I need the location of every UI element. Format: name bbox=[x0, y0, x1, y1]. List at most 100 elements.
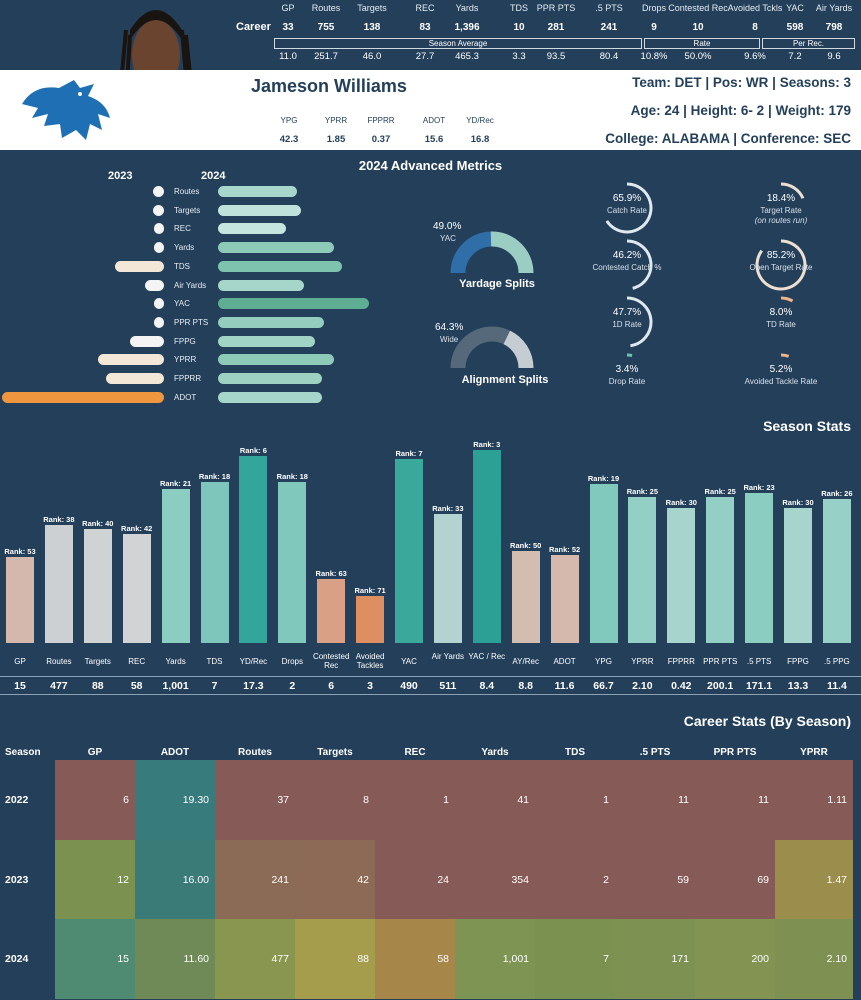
gauge-label: Drop Rate bbox=[608, 377, 646, 386]
gauge-ring bbox=[780, 296, 794, 303]
career-col-header: Routes bbox=[311, 3, 341, 13]
player-name: Jameson Williams bbox=[251, 76, 407, 96]
season-stat-value: 11.4 bbox=[826, 680, 847, 692]
bar-2024 bbox=[218, 316, 324, 328]
gauge-ring bbox=[780, 353, 790, 358]
season-stat-bar bbox=[239, 456, 268, 643]
season-stat-label: YD/Rec bbox=[239, 657, 268, 666]
career-col-header: REC bbox=[415, 3, 435, 13]
mini-stat-value: 0.37 bbox=[371, 134, 391, 145]
season-stat-value: 17.3 bbox=[243, 680, 264, 692]
career-col-header: Targets bbox=[317, 747, 353, 758]
season-stat-value: 8.8 bbox=[518, 680, 533, 692]
gauge-ring bbox=[605, 182, 653, 234]
season-stat-bar bbox=[589, 484, 618, 643]
season-stat-label: ADOT bbox=[553, 657, 576, 666]
season-stat-bar bbox=[356, 595, 385, 643]
season-stat-label: Routes bbox=[46, 657, 72, 666]
career-stat-cell: 7 bbox=[535, 919, 615, 999]
season-average-value: 50.0% bbox=[684, 51, 712, 62]
bar-2023 bbox=[152, 204, 164, 216]
season-average-label: Season Average bbox=[274, 38, 642, 49]
season-stat-rank: Rank: 53 bbox=[4, 547, 36, 557]
season-stat-value: 490 bbox=[400, 680, 418, 692]
alignment-splits-sub: Wide bbox=[440, 335, 459, 344]
season-stat-value: 2 bbox=[289, 680, 296, 692]
career-season-label: 2022 bbox=[5, 794, 29, 806]
season-stat-bar bbox=[511, 550, 540, 643]
season-stat-rank: Rank: 30 bbox=[665, 497, 697, 507]
mini-stat-value: 16.8 bbox=[470, 134, 490, 145]
bar-2024 bbox=[218, 391, 323, 403]
season-stat-rank: Rank: 52 bbox=[548, 545, 581, 555]
season-stat-bar bbox=[667, 507, 696, 643]
metric-label: TDS bbox=[174, 261, 190, 271]
season-stat-rank: Rank: 26 bbox=[821, 489, 853, 499]
bar-2023 bbox=[105, 373, 164, 384]
career-stat-cell: 1 bbox=[535, 760, 615, 840]
career-stat-cell: 88 bbox=[295, 919, 375, 999]
gauge-arc bbox=[605, 182, 653, 234]
player-info-bar bbox=[0, 70, 861, 150]
career-col-header: Yards bbox=[481, 747, 509, 758]
bar-2024 bbox=[218, 298, 369, 310]
season-stat-rank: Rank: 42 bbox=[121, 523, 153, 533]
season-stat-value: 7 bbox=[211, 680, 218, 692]
yardage-splits-chart bbox=[450, 231, 534, 274]
career-stat-cell: 2 bbox=[535, 840, 615, 919]
college-line: College: ALABAMA | Conference: SEC bbox=[605, 131, 851, 146]
career-value: 138 bbox=[363, 22, 381, 33]
metric-label: YAC bbox=[174, 299, 190, 309]
season-stat-label: .5 PPG bbox=[823, 657, 850, 666]
season-stat-rank: Rank: 25 bbox=[704, 487, 736, 497]
metric-label: Routes bbox=[174, 187, 200, 196]
season-stat-rank: Rank: 71 bbox=[354, 585, 386, 595]
season-stat-rank: Rank: 6 bbox=[239, 446, 267, 456]
bar-2024 bbox=[218, 279, 305, 291]
yardage-splits-title: Yardage Splits bbox=[459, 278, 535, 290]
season-average-value: 3.3 bbox=[512, 51, 526, 62]
career-value: 1,396 bbox=[454, 22, 480, 33]
career-value: 83 bbox=[419, 22, 431, 33]
season-average-value: 27.7 bbox=[415, 51, 435, 62]
gauge-sublabel: (on routes run) bbox=[754, 216, 808, 225]
season-stat-bar bbox=[161, 488, 190, 643]
career-col-header: TDS bbox=[565, 747, 585, 758]
career-value: 33 bbox=[282, 22, 294, 33]
season-stat-label: GP bbox=[14, 657, 26, 666]
metric-label: PPR PTS bbox=[174, 317, 209, 327]
bar-2023 bbox=[154, 298, 164, 310]
season-stat-value: 66.7 bbox=[593, 680, 614, 692]
bar-2024 bbox=[218, 260, 342, 272]
season-stat-bar bbox=[706, 497, 735, 643]
season-stat-rank: Rank: 63 bbox=[315, 568, 347, 578]
gauge-arc bbox=[780, 296, 794, 303]
gauge-pct: 65.9% bbox=[612, 193, 642, 204]
career-stat-cell: 241 bbox=[215, 840, 295, 919]
team-line: Team: DET | Pos: WR | Seasons: 3 bbox=[632, 75, 851, 90]
career-stat-cell: 2.10 bbox=[775, 919, 853, 999]
bar-2023 bbox=[2, 391, 164, 403]
gauge-pct: 18.4% bbox=[766, 193, 796, 204]
bar-2023 bbox=[152, 186, 164, 197]
bar-2024 bbox=[218, 204, 302, 216]
bar-2023 bbox=[154, 223, 164, 235]
metric-label: YPRR bbox=[174, 355, 197, 365]
career-stat-cell: 19.30 bbox=[135, 760, 215, 840]
gauge-label: Contested Catch % bbox=[592, 263, 662, 272]
season-stat-bar bbox=[122, 533, 151, 643]
season-stat-label: AY/Rec bbox=[512, 657, 539, 666]
season-average-value: 251.7 bbox=[314, 51, 338, 62]
season-stat-label: YAC bbox=[401, 657, 417, 666]
season-average-value: 10.8% bbox=[640, 51, 668, 62]
yardage-splits-pct: 49.0% bbox=[433, 221, 462, 232]
mini-stat-label: FPPRR bbox=[367, 116, 395, 125]
gauge-pct: 46.2% bbox=[612, 250, 642, 261]
season-stat-value: 58 bbox=[130, 680, 143, 692]
mini-stat-label: YD/Rec bbox=[466, 116, 494, 125]
gauge-label: Target Rate bbox=[760, 206, 802, 215]
season-stat-bar bbox=[200, 482, 229, 643]
metric-label: Targets bbox=[174, 205, 201, 215]
alignment-splits-chart bbox=[450, 326, 534, 369]
gauge-arc bbox=[626, 353, 633, 358]
